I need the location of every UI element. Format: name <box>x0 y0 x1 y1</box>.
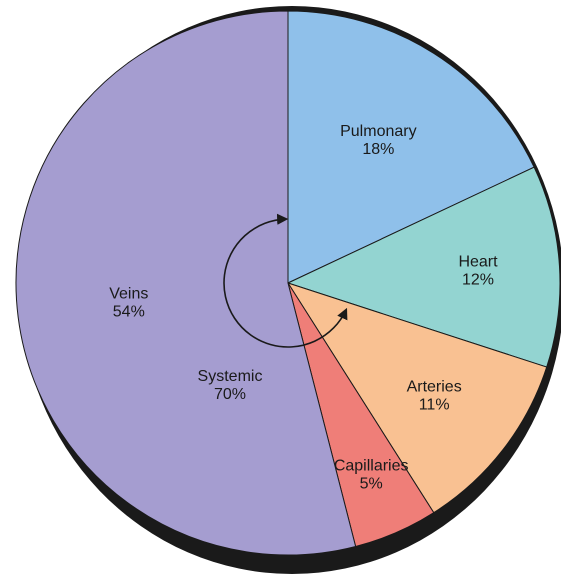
slice-label: Heart <box>458 253 498 270</box>
slice-label: Capillaries <box>334 457 409 474</box>
annotation-arrow <box>223 213 348 348</box>
pie-slice <box>15 10 357 556</box>
pie-slice <box>286 166 561 368</box>
slice-value-label: 11% <box>419 397 450 414</box>
slice-value-label: 18% <box>362 141 394 158</box>
slice-value-label: 54% <box>113 303 145 320</box>
slice-label: Arteries <box>407 379 462 396</box>
pie-slice <box>287 10 535 284</box>
slice-label: Veins <box>109 285 148 302</box>
slice-value-label: 12% <box>462 271 494 288</box>
annotation-label: Systemic <box>198 368 263 385</box>
slice-value-label: 5% <box>360 475 383 492</box>
annotation-value-label: 70% <box>214 386 246 403</box>
slice-label: Pulmonary <box>340 123 416 140</box>
pie-slice <box>286 282 548 514</box>
